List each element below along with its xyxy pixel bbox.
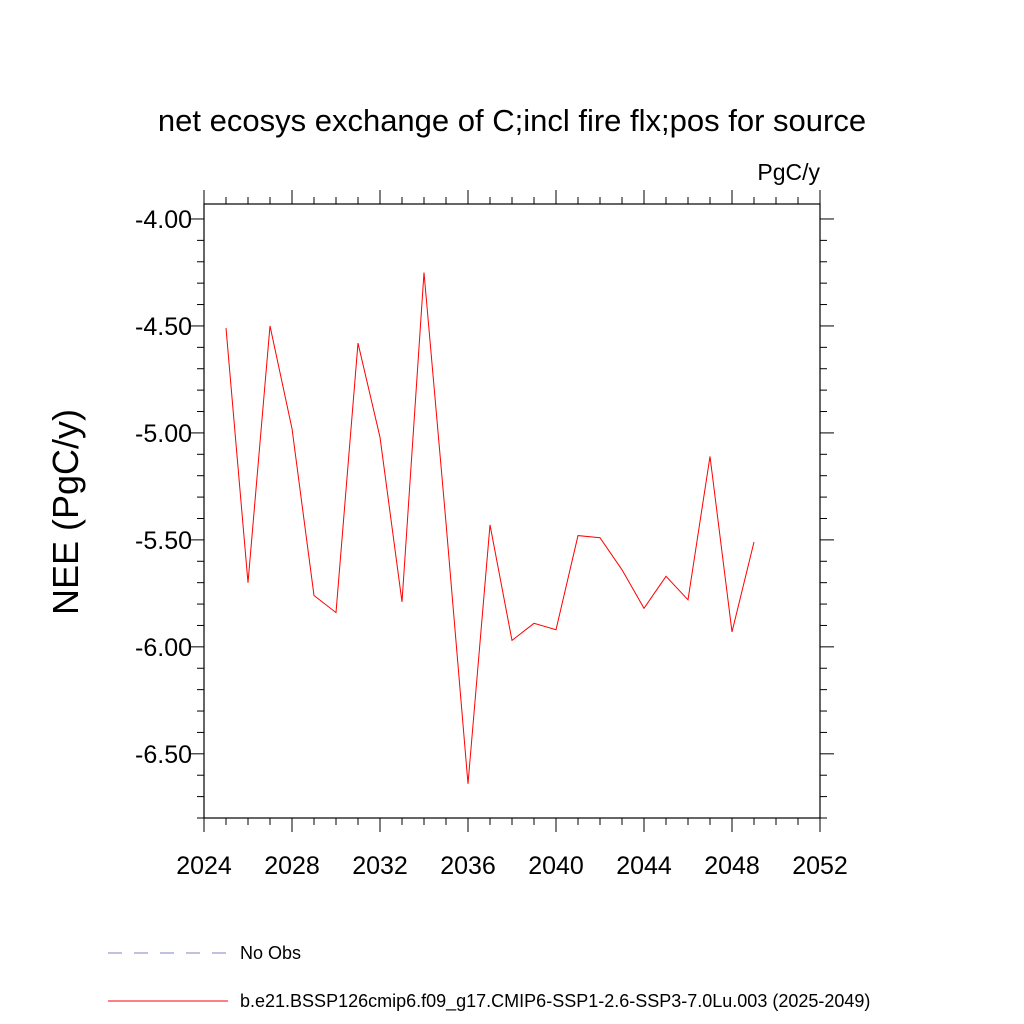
legend-label-obs: No Obs <box>240 943 301 963</box>
y-tick-label: -5.00 <box>135 420 192 448</box>
series-layer <box>225 272 755 784</box>
plot-frame <box>203 203 821 819</box>
y-tick-label: -6.50 <box>135 741 192 769</box>
x-tick-label: 2052 <box>792 852 848 880</box>
legend-label-series: b.e21.BSSP126cmip6.f09_g17.CMIP6-SSP1-2.… <box>240 991 870 1012</box>
x-tick-label: 2044 <box>616 852 672 880</box>
axis-ticks <box>190 190 834 832</box>
units-label: PgC/y <box>757 159 820 185</box>
chart-title: net ecosys exchange of C;incl fire flx;p… <box>158 103 866 138</box>
y-tick-label: -6.00 <box>135 634 192 662</box>
y-tick-label: -5.50 <box>135 527 192 555</box>
x-tick-label: 2048 <box>704 852 760 880</box>
x-tick-label: 2032 <box>352 852 408 880</box>
y-axis-label: NEE (PgC/y) <box>45 409 86 615</box>
legend: No Obs b.e21.BSSP126cmip6.f09_g17.CMIP6-… <box>108 943 870 1012</box>
y-tick-label: -4.00 <box>135 206 192 234</box>
x-tick-label: 2036 <box>440 852 496 880</box>
series-line <box>225 272 755 784</box>
y-tick-label: -4.50 <box>135 313 192 341</box>
x-tick-label: 2024 <box>176 852 232 880</box>
tick-labels: 2024 2028 2032 2036 2040 2044 2048 2052 -4.00 -4.… <box>135 206 848 880</box>
x-tick-label: 2028 <box>264 852 320 880</box>
x-tick-label: 2040 <box>528 852 584 880</box>
